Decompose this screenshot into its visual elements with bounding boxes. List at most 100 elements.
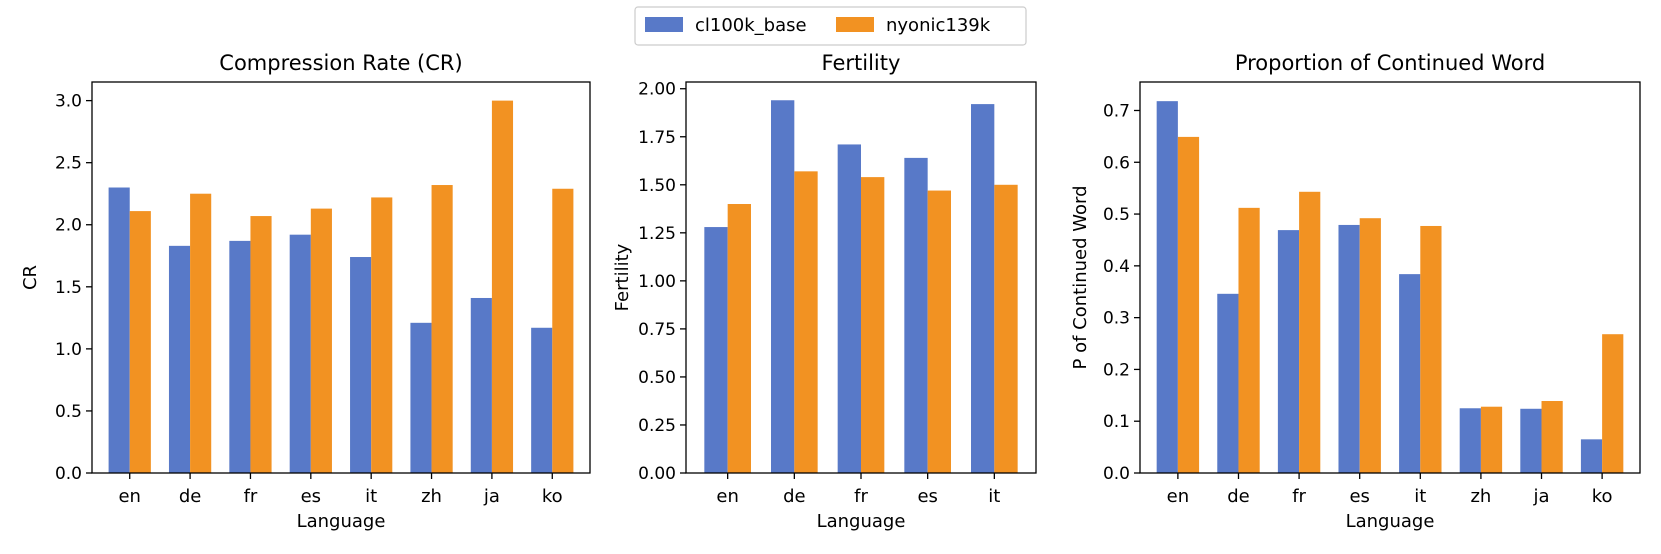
x-tick-label-ja: ja <box>483 486 500 507</box>
x-tick-label-ko: ko <box>542 486 563 507</box>
y-tick-label: 0.3 <box>1103 309 1130 329</box>
x-axis-label: Language <box>297 511 386 532</box>
chart-title: Fertility <box>822 51 901 75</box>
bar-cl100k_base-de <box>168 245 191 473</box>
x-tick-label-de: de <box>783 486 806 507</box>
bar-cl100k_base-it <box>971 104 995 473</box>
chart-title: Compression Rate (CR) <box>219 51 462 75</box>
bar-nyonic139k-fr <box>1299 191 1321 474</box>
y-tick-label: 3.0 <box>55 92 82 112</box>
legend: cl100k_base nyonic139k <box>634 6 1027 46</box>
bar-cl100k_base-es <box>1338 224 1360 473</box>
bar-cl100k_base-zh <box>410 322 432 473</box>
bar-cl100k_base-it <box>1399 274 1421 473</box>
x-tick-label-en: en <box>118 486 140 507</box>
bar-nyonic139k-ko <box>1602 334 1624 473</box>
y-tick-label: 0.75 <box>638 320 676 340</box>
x-tick-label-fr: fr <box>1292 486 1306 507</box>
y-tick-label: 0.25 <box>638 416 676 436</box>
bar-nyonic139k-fr <box>250 216 272 473</box>
legend-label-cl100k_base: cl100k_base <box>695 15 807 36</box>
y-tick-label: 0.6 <box>1103 153 1130 173</box>
bar-cl100k_base-de <box>771 100 795 473</box>
y-tick-label: 0.50 <box>638 368 676 388</box>
y-axis-label: Fertility <box>612 243 633 311</box>
x-tick-label-fr: fr <box>854 486 868 507</box>
x-tick-label-en: en <box>716 486 738 507</box>
bar-nyonic139k-es <box>310 208 332 474</box>
x-tick-label-ja: ja <box>1532 486 1549 507</box>
y-tick-label: 2.0 <box>55 216 82 236</box>
bar-cl100k_base-fr <box>837 144 861 473</box>
bar-nyonic139k-fr <box>861 177 885 474</box>
bar-nyonic139k-zh <box>1480 406 1503 473</box>
chart-panel-3: 0.0 0.1 0.2 0.3 0.4 0.5 0.6 0.7 en de fr es it zh ja ko… <box>1070 51 1641 532</box>
y-tick-label: 0.5 <box>55 402 82 422</box>
x-tick-label-it: it <box>365 486 377 507</box>
bar-cl100k_base-fr <box>229 240 251 473</box>
x-tick-label-zh: zh <box>1470 486 1491 507</box>
bar-cl100k_base-ja <box>1520 408 1542 473</box>
x-tick-label-ko: ko <box>1592 486 1613 507</box>
y-axis-label: CR <box>20 265 41 290</box>
bar-nyonic139k-ja <box>491 100 514 474</box>
bar-nyonic139k-de <box>794 171 818 473</box>
x-tick-label-es: es <box>301 486 321 507</box>
y-tick-label: 2.00 <box>638 80 676 100</box>
x-tick-label-de: de <box>1227 486 1250 507</box>
y-tick-label: 0.0 <box>1103 464 1130 484</box>
bar-cl100k_base-en <box>108 187 130 473</box>
x-tick-label-it: it <box>988 486 1000 507</box>
y-tick-label: 0.5 <box>1103 205 1130 225</box>
bar-cl100k_base-de <box>1217 293 1239 473</box>
bar-nyonic139k-it <box>994 184 1018 474</box>
bar-cl100k_base-en <box>704 227 728 473</box>
y-tick-label: 1.00 <box>638 272 676 292</box>
x-axis-label: Language <box>817 511 906 532</box>
x-tick-label-en: en <box>1167 486 1189 507</box>
y-tick-label: 0.2 <box>1103 360 1130 380</box>
y-tick-label: 1.5 <box>55 278 82 298</box>
bar-nyonic139k-en <box>727 204 751 473</box>
y-tick-label: 0.7 <box>1103 101 1130 121</box>
chart-panel-1: 0.0 0.5 1.0 1.5 2.0 2.5 3.0 en de fr es it zh ja ko Com… <box>20 51 591 532</box>
bar-cl100k_base-es <box>904 157 928 473</box>
bar-nyonic139k-en <box>1177 136 1200 473</box>
x-tick-label-fr: fr <box>244 486 258 507</box>
y-tick-label: 1.25 <box>638 224 676 244</box>
bar-nyonic139k-de <box>1238 207 1260 473</box>
legend-label-nyonic139k: nyonic139k <box>886 15 991 36</box>
x-tick-label-es: es <box>917 486 937 507</box>
y-axis-label: P of Continued Word <box>1070 186 1091 370</box>
y-tick-label: 0.00 <box>638 464 676 484</box>
chart-title: Proportion of Continued Word <box>1235 51 1545 75</box>
bar-nyonic139k-de <box>190 193 212 473</box>
bar-nyonic139k-ja <box>1541 401 1563 473</box>
bar-nyonic139k-es <box>1359 218 1381 473</box>
y-tick-label: 2.5 <box>55 154 82 174</box>
bar-cl100k_base-zh <box>1459 408 1481 473</box>
y-tick-label: 1.50 <box>638 176 676 196</box>
bar-cl100k_base-ko <box>531 327 553 473</box>
y-tick-label: 0.4 <box>1103 257 1130 277</box>
bar-nyonic139k-it <box>371 197 393 473</box>
plot-frame <box>91 81 591 474</box>
x-tick-label-es: es <box>1349 486 1369 507</box>
legend-swatch-cl100k_base <box>645 17 683 32</box>
y-tick-label: 0.0 <box>55 464 82 484</box>
bar-nyonic139k-zh <box>431 185 453 473</box>
bar-nyonic139k-en <box>129 211 151 473</box>
charts: 0.0 0.5 1.0 1.5 2.0 2.5 3.0 en de fr es it zh ja ko Com… <box>20 51 1641 532</box>
bar-cl100k_base-ja <box>470 297 492 473</box>
bar-cl100k_base-en <box>1156 101 1178 473</box>
plot-frame <box>1139 81 1641 474</box>
x-tick-label-it: it <box>1414 486 1426 507</box>
chart-panel-2: 0.00 0.25 0.50 0.75 1.00 1.25 1.50 1.75 2.00 en de… <box>612 51 1037 532</box>
legend-frame <box>634 6 1027 46</box>
x-axis-label: Language <box>1346 511 1435 532</box>
x-tick-label-zh: zh <box>421 486 442 507</box>
legend-swatch-nyonic139k <box>836 17 874 32</box>
bar-nyonic139k-it <box>1420 225 1442 473</box>
x-tick-label-de: de <box>179 486 202 507</box>
y-tick-label: 1.0 <box>55 340 82 360</box>
